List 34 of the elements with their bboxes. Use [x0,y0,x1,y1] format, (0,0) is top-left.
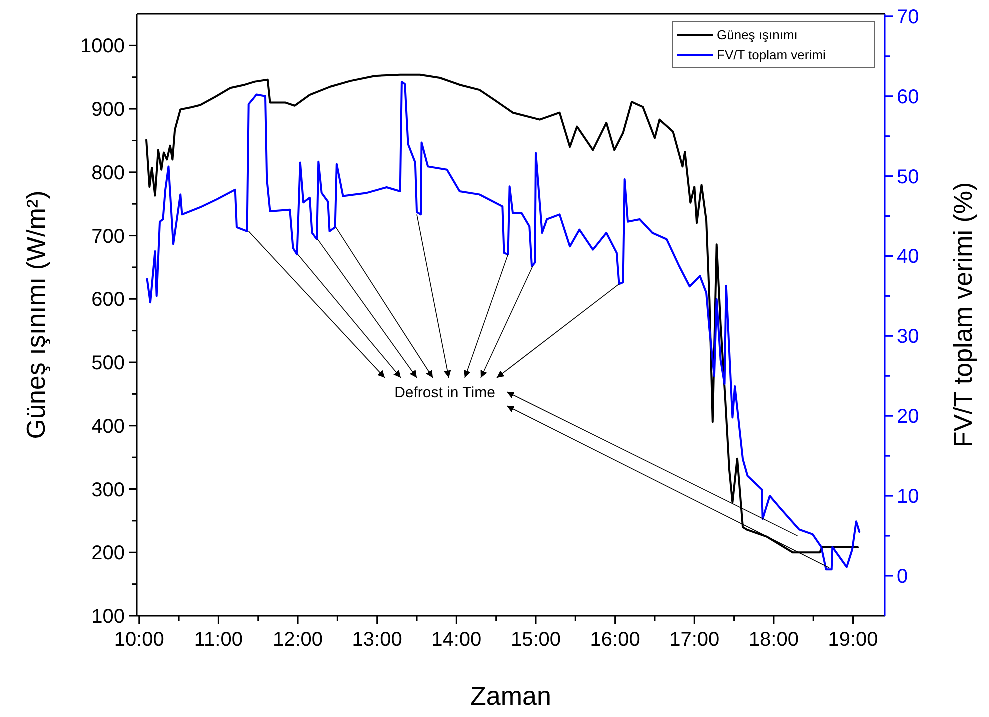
y2-tick-label: 10 [897,486,920,508]
y2-axis-title: FV/T toplam verimi (%) [948,182,978,448]
annotation: Defrost in Time [394,384,496,402]
y2-tick-label: 30 [897,326,920,348]
x-tick-label: 16:00 [590,629,640,651]
x-tick-label: 12:00 [272,629,324,651]
y-tick-label: 300 [92,479,125,502]
y2-tick-label: 0 [897,566,908,588]
y2-tick-label: 40 [897,246,920,268]
y-tick-label: 200 [92,542,125,565]
x-tick-label: 15:00 [510,629,562,651]
y-axis-title: Güneş ışınımı (W/m²) [21,190,51,440]
y2-tick-label: 70 [897,6,920,28]
y2-tick-label: 20 [897,406,920,428]
y-tick-label: 800 [92,162,125,184]
y-tick-label: 700 [92,226,125,248]
x-tick-label: 10:00 [114,629,164,651]
y2-tick-label: 60 [897,86,920,108]
y-tick-label: 900 [92,99,125,122]
y-tick-label: 600 [92,289,125,312]
legend-label: FV/T toplam verimi [717,48,826,63]
y2-tick-label: 50 [897,166,920,188]
y-tick-label: 1000 [80,36,125,58]
x-tick-label: 18:00 [748,629,799,651]
legend-label: Güneş ışınımı [717,28,798,43]
x-tick-label: 13:00 [352,629,402,651]
y-tick-label: 400 [92,416,125,438]
x-tick-label: 14:00 [432,629,482,651]
x-tick-label: 17:00 [670,629,720,651]
x-tick-label: 11:00 [194,629,243,651]
x-tick-label: 19:00 [828,629,878,651]
x-axis-title: Zaman [470,681,552,711]
y-tick-label: 100 [92,606,125,628]
y-tick-label: 500 [92,352,125,375]
